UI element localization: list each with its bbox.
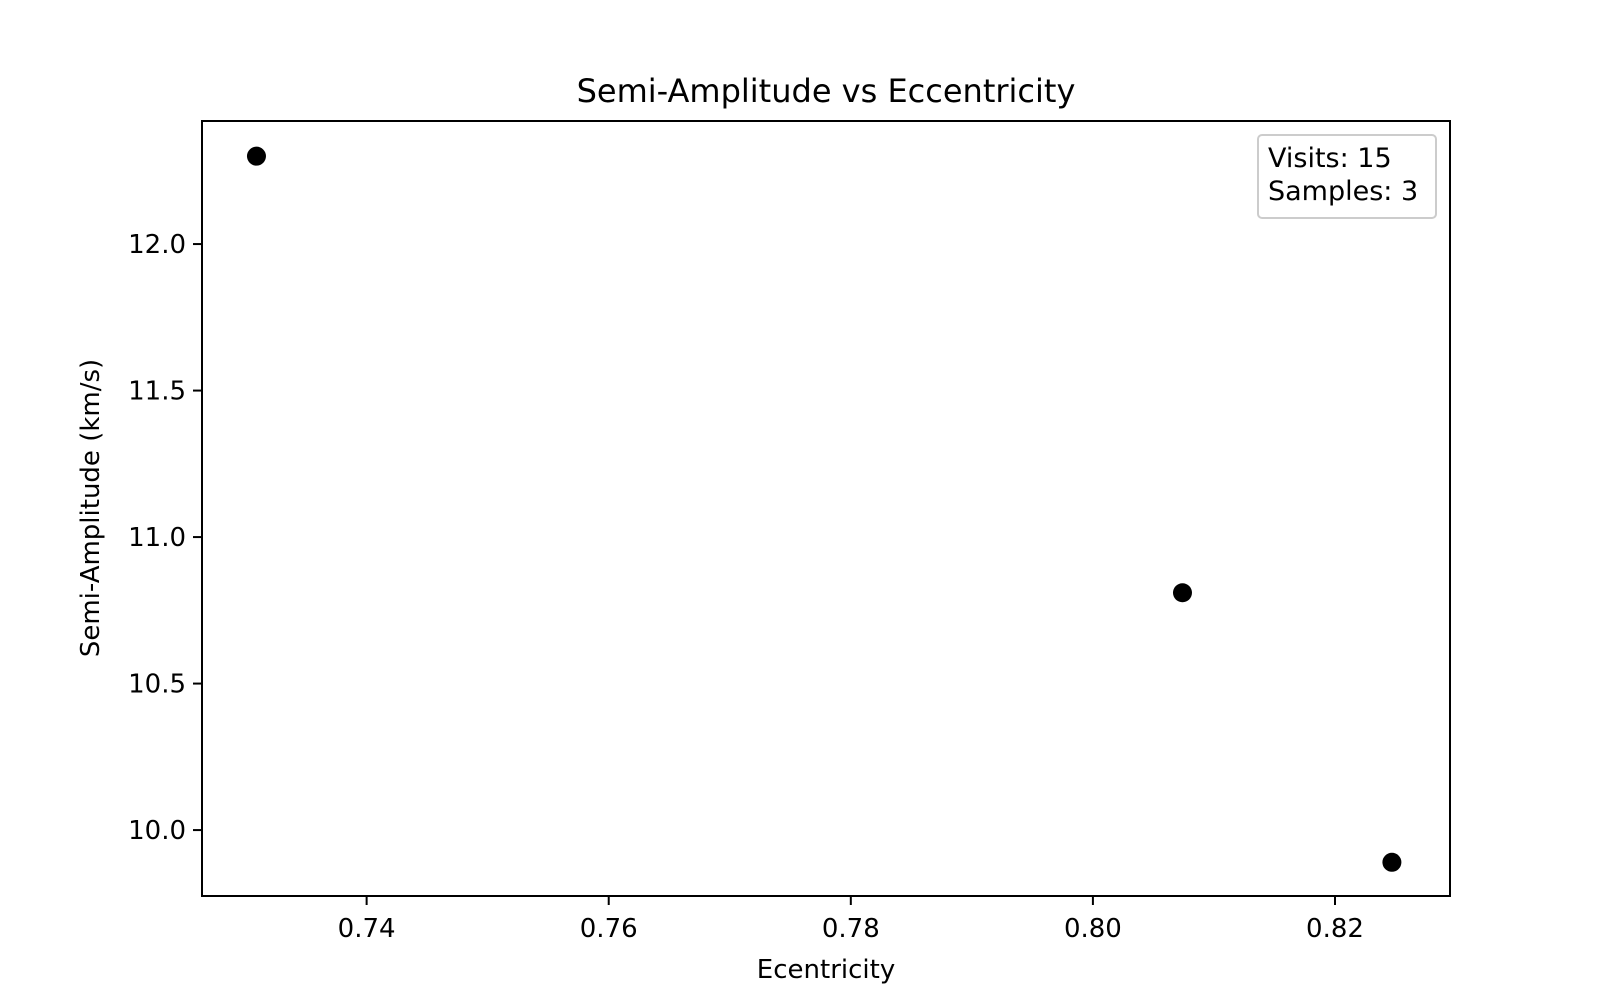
y-tick-label: 10.0 bbox=[128, 816, 186, 846]
annotation-frame bbox=[1257, 134, 1437, 219]
data-point bbox=[246, 146, 266, 166]
y-tick-label: 11.0 bbox=[128, 523, 186, 553]
x-tick-label: 0.74 bbox=[338, 914, 396, 944]
x-axis-ticks: 0.74 0.76 0.78 0.80 0.82 bbox=[338, 896, 1364, 944]
y-tick-label: 11.5 bbox=[128, 377, 186, 407]
y-axis-ticks: 10.0 10.5 11.0 11.5 12.0 bbox=[128, 230, 202, 846]
x-tick-label: 0.76 bbox=[580, 914, 638, 944]
plot-area-frame bbox=[201, 120, 1451, 897]
x-axis-label: Ecentricity bbox=[757, 955, 895, 985]
data-point bbox=[1172, 583, 1192, 603]
chart-title: Semi-Amplitude vs Eccentricity bbox=[577, 72, 1076, 110]
annotation-line-samples: Samples: 3 bbox=[1268, 176, 1418, 207]
data-point bbox=[1382, 852, 1402, 872]
data-points bbox=[246, 146, 1402, 872]
x-tick-label: 0.80 bbox=[1064, 914, 1122, 944]
x-tick-label: 0.78 bbox=[822, 914, 880, 944]
y-tick-label: 12.0 bbox=[128, 230, 186, 260]
annotation-box: Visits: 15 Samples: 3 bbox=[1257, 134, 1437, 219]
annotation-line-visits: Visits: 15 bbox=[1268, 143, 1392, 174]
x-tick-label: 0.82 bbox=[1306, 914, 1364, 944]
y-tick-label: 10.5 bbox=[128, 670, 186, 700]
y-axis-label: Semi-Amplitude (km/s) bbox=[76, 359, 106, 657]
